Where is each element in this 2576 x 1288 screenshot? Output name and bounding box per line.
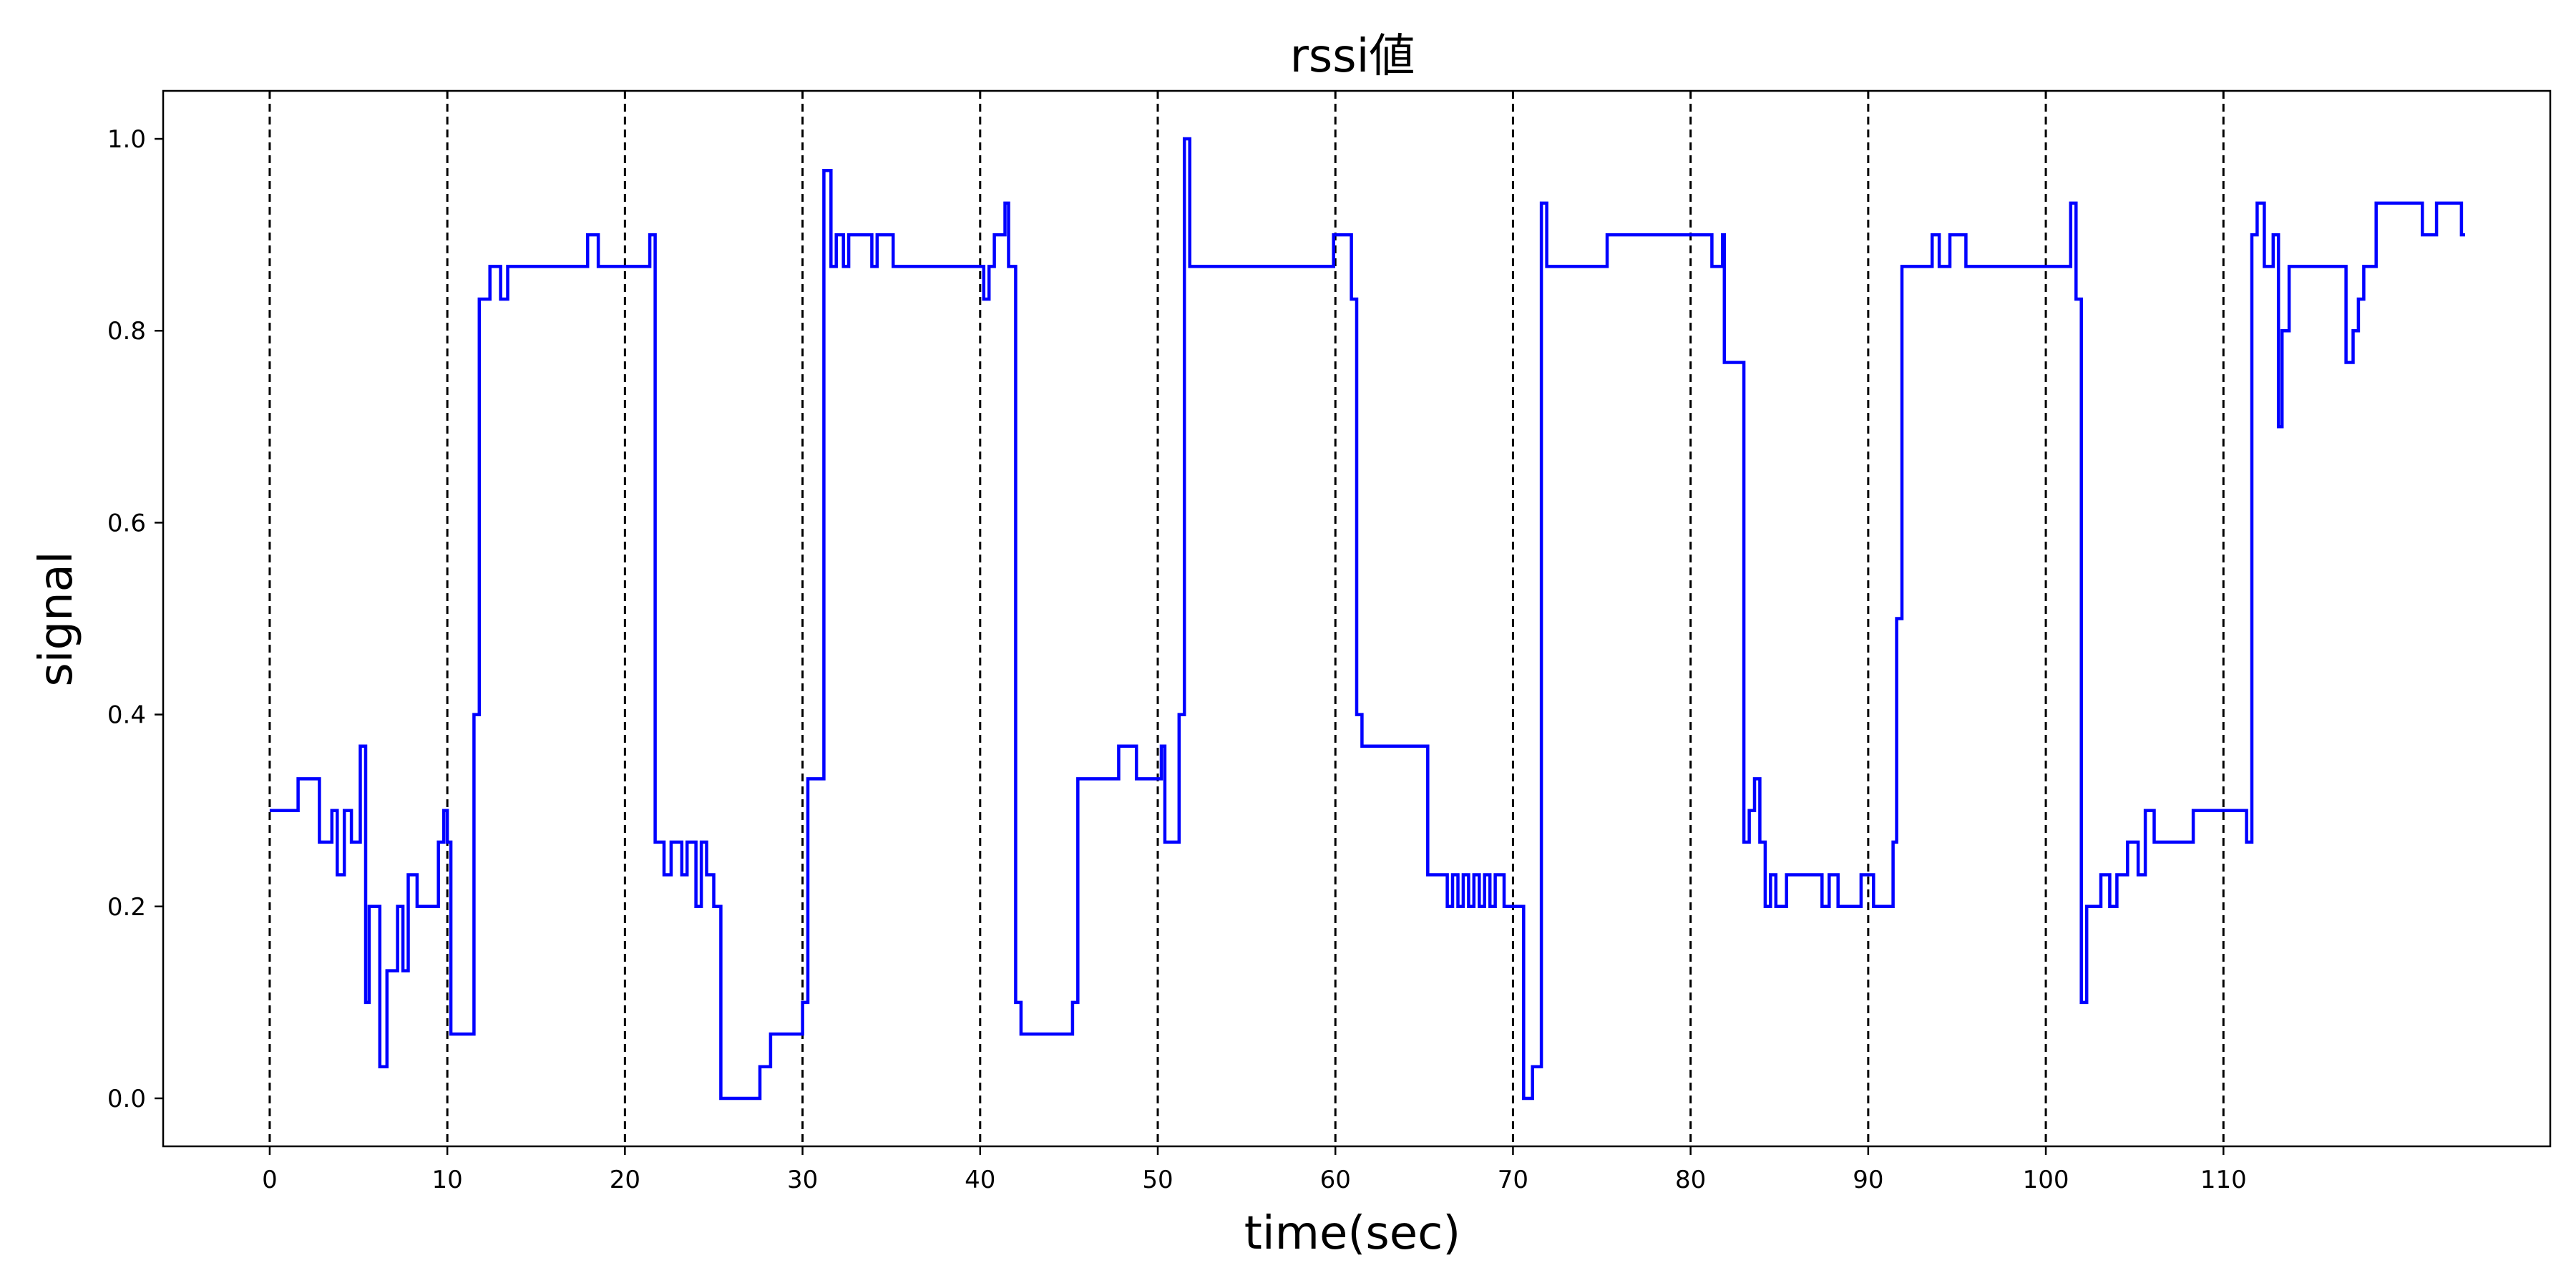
x-tick-label-0: 0 (262, 1166, 278, 1194)
vertical-guide-lines (268, 91, 2225, 1146)
y-tick-label-0.8: 0.8 (107, 317, 146, 346)
x-axis-title: time(sec) (1244, 1207, 1460, 1260)
x-tick-label-80: 80 (1675, 1166, 1706, 1194)
plot-frame (162, 89, 2552, 1148)
x-tick-label-50: 50 (1142, 1166, 1173, 1194)
chart-title: rssi値 (1290, 30, 1415, 83)
x-tick-label-20: 20 (610, 1166, 640, 1194)
series-group (269, 137, 2465, 1101)
x-tick-label-30: 30 (787, 1166, 818, 1194)
x-tick-label-110: 110 (2200, 1166, 2247, 1194)
y-tick-label-0.4: 0.4 (107, 701, 146, 730)
y-axis-ticks: 0.0 0.2 0.4 0.6 0.8 1.0 (107, 125, 163, 1113)
y-tick-label-0.6: 0.6 (107, 509, 146, 537)
y-tick-label-0: 0.0 (107, 1085, 146, 1113)
x-tick-label-100: 100 (2023, 1166, 2069, 1194)
x-tick-label-60: 60 (1320, 1166, 1351, 1194)
x-tick-label-90: 90 (1853, 1166, 1883, 1194)
series-line-0 (269, 137, 2465, 1101)
y-tick-label-1: 1.0 (107, 125, 146, 154)
x-axis-ticks: 0 10 20 30 40 50 60 70 80 90 100 110 (262, 1146, 2247, 1194)
x-tick-label-10: 10 (432, 1166, 463, 1194)
y-axis-title: signal (30, 551, 83, 686)
y-tick-label-0.2: 0.2 (107, 893, 146, 922)
x-tick-label-40: 40 (965, 1166, 995, 1194)
x-tick-label-70: 70 (1498, 1166, 1528, 1194)
